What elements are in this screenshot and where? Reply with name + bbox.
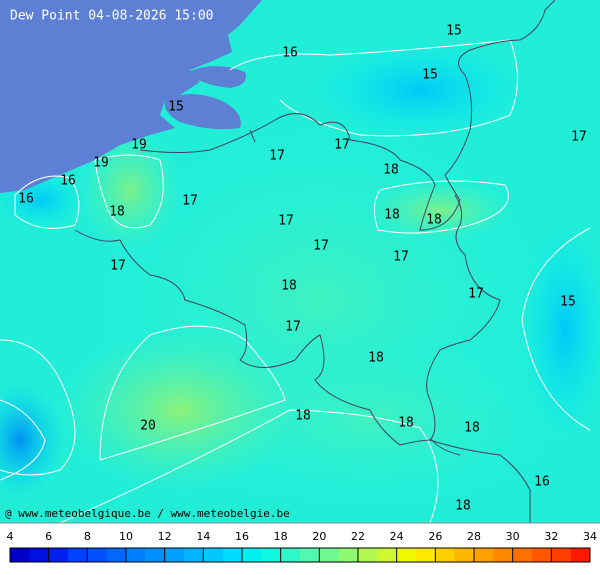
colorbar-swatch bbox=[10, 548, 30, 562]
map-value-label: 18 bbox=[464, 421, 480, 436]
colorbar-label: 18 bbox=[274, 530, 288, 543]
map-value-label: 16 bbox=[60, 174, 76, 189]
map-value-label: 15 bbox=[422, 68, 438, 83]
map-title: Dew Point 04-08-2026 15:00 bbox=[10, 9, 214, 24]
map-value-label: 17 bbox=[334, 138, 350, 153]
map-value-label: 17 bbox=[571, 130, 587, 145]
map-value-label: 17 bbox=[313, 239, 329, 254]
isolines bbox=[0, 39, 591, 524]
map-value-label: 17 bbox=[182, 194, 198, 209]
map-value-label: 18 bbox=[384, 208, 400, 223]
borders bbox=[74, 0, 556, 523]
colorbar: 4 6 8 10 12 14 16 18 20 22 24 26 28 30 32 34 bbox=[7, 530, 597, 563]
map-value-label: 17 bbox=[285, 320, 301, 335]
field-shade bbox=[80, 130, 180, 250]
colorbar-swatch bbox=[416, 548, 436, 562]
map-value-label: 20 bbox=[140, 419, 156, 434]
map-value-label: 18 bbox=[368, 351, 384, 366]
estuary bbox=[164, 66, 246, 130]
colorbar-swatch bbox=[280, 548, 301, 562]
colorbar-label: 26 bbox=[428, 530, 442, 543]
colorbar-label: 22 bbox=[351, 530, 365, 543]
colorbar-swatch bbox=[48, 548, 69, 562]
colorbar-swatch bbox=[184, 548, 204, 562]
colorbar-swatch bbox=[435, 548, 456, 562]
credit: @ www.meteobelgique.be / www.meteobelgie… bbox=[5, 507, 290, 520]
colorbar-label: 16 bbox=[235, 530, 249, 543]
colorbar-swatch bbox=[106, 548, 127, 562]
colorbar-swatch bbox=[570, 548, 591, 562]
field-shade bbox=[60, 330, 300, 490]
colorbar-label: 4 bbox=[7, 530, 14, 543]
field-shade bbox=[310, 40, 530, 140]
colorbar-swatch bbox=[358, 548, 378, 562]
map-value-label: 18 bbox=[398, 416, 414, 431]
colorbar-swatch bbox=[242, 548, 262, 562]
map-value-label: 17 bbox=[269, 149, 285, 164]
map-value-label: 18 bbox=[426, 213, 442, 228]
colorbar-swatch bbox=[29, 548, 50, 562]
colorbar-swatch bbox=[512, 548, 533, 562]
colorbar-swatch bbox=[145, 548, 166, 562]
colorbar-swatch bbox=[164, 548, 185, 562]
field-shade bbox=[520, 220, 600, 440]
map-value-label: 17 bbox=[110, 259, 126, 274]
colorbar-swatch bbox=[261, 548, 282, 562]
colorbar-label: 8 bbox=[84, 530, 91, 543]
map-value-label: 18 bbox=[455, 499, 471, 514]
colorbar-swatch bbox=[551, 548, 572, 562]
colorbar-swatch bbox=[87, 548, 108, 562]
colorbar-label: 32 bbox=[544, 530, 558, 543]
map-value-label: 16 bbox=[282, 46, 298, 61]
map-area bbox=[0, 0, 600, 524]
map-value-label: 16 bbox=[534, 475, 550, 490]
map-value-label: 18 bbox=[383, 163, 399, 178]
sea bbox=[0, 0, 262, 193]
colorbar-swatch bbox=[126, 548, 146, 562]
colorbar-label: 14 bbox=[196, 530, 210, 543]
map-value-label: 16 bbox=[18, 192, 34, 207]
map-value-label: 15 bbox=[168, 100, 184, 115]
map-value-label: 15 bbox=[560, 295, 576, 310]
colorbar-label: 28 bbox=[467, 530, 481, 543]
map-value-label: 19 bbox=[93, 156, 109, 171]
colorbar-label: 12 bbox=[158, 530, 172, 543]
colorbar-swatch bbox=[68, 548, 88, 562]
colorbar-swatch bbox=[338, 548, 359, 562]
field-shade bbox=[0, 380, 65, 500]
map-value-label: 18 bbox=[295, 409, 311, 424]
field-shade bbox=[370, 180, 510, 240]
colorbar-swatch bbox=[474, 548, 494, 562]
colorbar-swatch bbox=[203, 548, 224, 562]
colorbar-label: 10 bbox=[119, 530, 133, 543]
map-value-label: 19 bbox=[131, 138, 147, 153]
colorbar-label: 30 bbox=[506, 530, 520, 543]
colorbar-swatch bbox=[493, 548, 514, 562]
colorbar-swatch bbox=[319, 548, 340, 562]
colorbar-label: 24 bbox=[390, 530, 404, 543]
colorbar-swatch bbox=[377, 548, 398, 562]
map-value-label: 18 bbox=[281, 279, 297, 294]
map-value-label: 17 bbox=[393, 250, 409, 265]
colorbar-swatch bbox=[222, 548, 243, 562]
map-value-label: 15 bbox=[446, 24, 462, 39]
map-value-label: 17 bbox=[468, 287, 484, 302]
colorbar-swatch bbox=[454, 548, 475, 562]
colorbar-label: 6 bbox=[45, 530, 52, 543]
colorbar-label: 20 bbox=[312, 530, 326, 543]
colorbar-label: 34 bbox=[583, 530, 597, 543]
map-value-label: 18 bbox=[109, 205, 125, 220]
colorbar-swatch bbox=[532, 548, 552, 562]
map-value-label: 17 bbox=[278, 214, 294, 229]
colorbar-swatch bbox=[300, 548, 320, 562]
colorbar-swatch bbox=[396, 548, 417, 562]
